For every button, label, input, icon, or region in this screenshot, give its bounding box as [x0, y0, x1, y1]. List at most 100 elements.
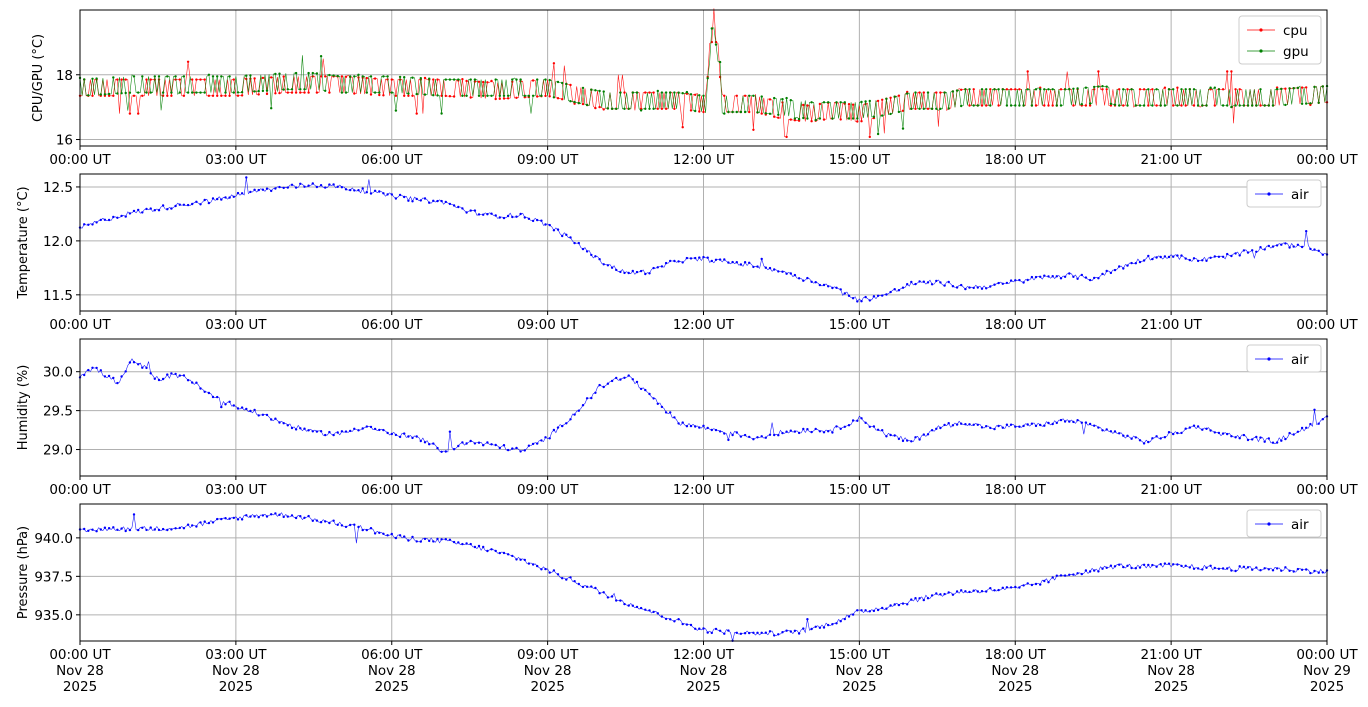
data-point	[918, 91, 921, 94]
data-point	[951, 593, 955, 596]
data-point	[856, 300, 859, 303]
data-point	[1051, 88, 1054, 91]
data-point	[1242, 249, 1246, 252]
data-point	[635, 605, 639, 609]
data-point	[99, 369, 103, 372]
data-point	[253, 515, 256, 518]
data-point	[465, 211, 468, 214]
legend: air	[1246, 179, 1322, 208]
data-point	[1234, 252, 1237, 255]
data-point	[1055, 574, 1059, 577]
data-point	[527, 562, 531, 565]
data-point	[203, 91, 206, 94]
data-point	[1134, 567, 1138, 570]
data-point	[286, 515, 289, 518]
data-point	[764, 112, 767, 115]
data-point	[340, 91, 344, 94]
data-point	[652, 610, 655, 614]
data-point	[652, 107, 655, 111]
y-tick-label: 16	[56, 133, 73, 149]
data-point	[839, 427, 842, 430]
data-point	[748, 435, 751, 439]
data-point	[639, 606, 643, 610]
data-point	[556, 228, 560, 231]
y-axis-label: CPU/GPU (°C)	[31, 34, 46, 122]
data-point	[166, 94, 169, 98]
y-tick-label: 29.0	[43, 443, 73, 459]
data-point	[1159, 255, 1162, 259]
data-point	[810, 280, 813, 283]
data-point	[373, 91, 377, 94]
data-point	[386, 193, 389, 196]
data-point	[365, 425, 368, 428]
data-point	[1230, 569, 1233, 572]
data-point	[216, 197, 219, 201]
data-point	[324, 75, 327, 78]
data-point	[731, 260, 734, 264]
data-point	[228, 517, 231, 520]
data-point	[1180, 564, 1183, 568]
data-point	[240, 406, 244, 409]
data-point	[1184, 257, 1187, 260]
data-point	[461, 78, 464, 81]
data-point	[498, 551, 501, 555]
x-tick-label: 15:00 UT	[829, 152, 891, 168]
data-point	[278, 513, 281, 516]
data-point	[1026, 582, 1029, 585]
data-point	[490, 443, 493, 446]
data-point	[328, 183, 331, 186]
data-point	[727, 110, 730, 114]
data-point	[1068, 272, 1071, 275]
data-point	[315, 185, 319, 189]
data-point	[739, 263, 743, 266]
data-point	[814, 281, 817, 284]
data-point	[569, 236, 572, 239]
data-point	[457, 205, 460, 209]
data-point	[669, 259, 672, 263]
data-point	[1063, 574, 1067, 577]
data-point	[864, 609, 867, 612]
data-point	[1230, 70, 1233, 73]
data-point	[382, 532, 385, 535]
data-point	[157, 209, 161, 212]
data-point	[594, 391, 597, 394]
data-point	[985, 425, 988, 428]
data-point	[1080, 103, 1084, 106]
data-point	[249, 74, 252, 77]
data-point	[710, 428, 713, 432]
data-point	[303, 91, 306, 94]
data-point	[901, 286, 905, 289]
data-point	[477, 213, 481, 216]
data-point	[344, 75, 348, 79]
data-point	[910, 107, 913, 111]
data-point	[964, 88, 967, 91]
x-tick-label: 21:00 UT	[1140, 482, 1202, 498]
data-point	[1118, 88, 1121, 91]
data-point	[827, 430, 830, 433]
data-point	[382, 428, 385, 432]
data-point	[228, 94, 231, 98]
data-point	[344, 430, 348, 433]
data-point	[1163, 255, 1167, 258]
data-point	[128, 528, 132, 532]
data-point	[1005, 281, 1009, 285]
data-point	[336, 185, 339, 188]
data-point	[1022, 281, 1025, 284]
data-point	[1184, 104, 1187, 107]
data-point	[997, 104, 1000, 107]
data-point	[186, 203, 190, 207]
data-point	[382, 75, 385, 78]
data-point	[685, 425, 689, 428]
data-point	[989, 285, 992, 288]
x-tick-label: 03:00 UT	[205, 482, 267, 498]
data-point	[1101, 272, 1104, 276]
data-point	[760, 95, 763, 98]
data-point	[1192, 567, 1196, 570]
data-point	[1296, 243, 1300, 246]
data-point	[394, 433, 398, 437]
data-point	[968, 423, 971, 426]
data-point	[960, 88, 963, 92]
data-point	[718, 258, 722, 261]
data-point	[1047, 581, 1050, 584]
data-point	[170, 528, 173, 531]
